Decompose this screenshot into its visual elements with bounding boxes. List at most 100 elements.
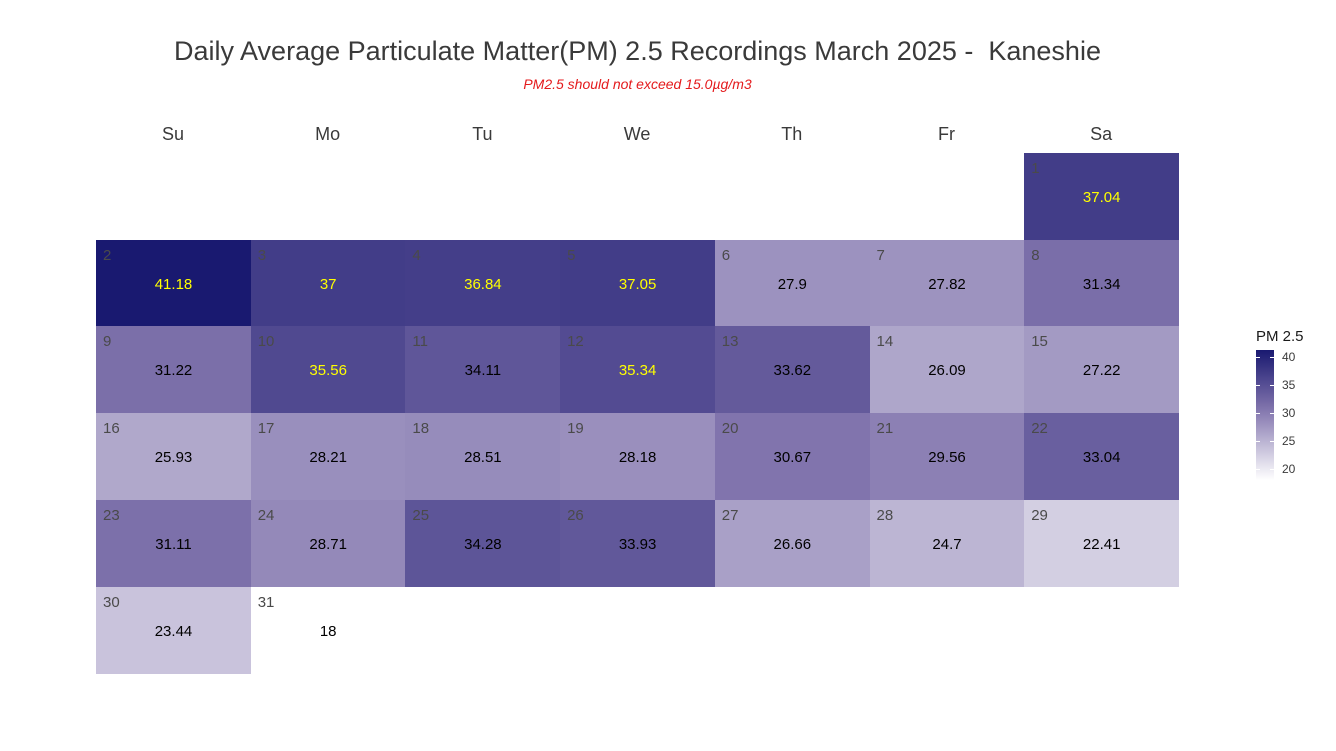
pm25-value-label: 18 — [319, 622, 337, 640]
calendar-day-cell: 1 37.04 — [1024, 153, 1180, 240]
pm25-value-label: 28.21 — [309, 449, 347, 467]
weekday-label: Tu — [472, 124, 493, 144]
day-number: 14 — [876, 333, 894, 351]
day-number: 10 — [257, 333, 275, 351]
day-number: 31 — [257, 593, 275, 611]
calendar-day-cell: 29 22.41 — [1024, 499, 1180, 587]
legend-tick-mark — [1256, 384, 1260, 386]
day-number: 25 — [412, 506, 430, 524]
pm25-value-label: 27.82 — [928, 275, 966, 293]
pm25-value-label: 25.93 — [154, 449, 193, 467]
calendar-day-cell: 5 37.05 — [560, 239, 716, 327]
legend-tick-label: 35 — [1282, 377, 1296, 392]
day-number: 20 — [721, 420, 739, 438]
day-number: 24 — [257, 506, 275, 524]
calendar-day-cell: 31 18 — [250, 586, 406, 674]
weekday-label: Mo — [315, 124, 341, 144]
day-number: 8 — [1031, 246, 1040, 264]
pm25-value-label: 31.22 — [154, 362, 193, 380]
weekday-label: Sa — [1090, 124, 1113, 144]
calendar-day-cell: 19 28.18 — [560, 413, 716, 501]
calendar-day-cell: 21 29.56 — [869, 413, 1025, 501]
calendar-day-cell: 12 35.34 — [560, 326, 716, 414]
pm25-value-label: 37.05 — [618, 275, 657, 293]
day-number: 27 — [721, 506, 739, 524]
day-number: 18 — [412, 420, 430, 438]
calendar-day-cell: 25 34.28 — [405, 499, 561, 587]
calendar-day-cell: 30 23.44 — [96, 586, 251, 674]
pm25-value-label: 24.7 — [932, 535, 962, 553]
day-number: 28 — [876, 506, 894, 524]
day-number: 26 — [567, 506, 584, 524]
pm25-value-label: 36.84 — [464, 275, 502, 293]
pm25-value-label: 28.18 — [618, 449, 657, 467]
day-number: 1 — [1031, 160, 1040, 177]
calendar-day-cell: 11 34.11 — [405, 326, 561, 414]
day-number: 6 — [721, 246, 731, 264]
calendar-day-cell: 9 31.22 — [96, 326, 251, 414]
day-number: 16 — [103, 420, 120, 438]
day-number: 9 — [103, 333, 112, 351]
legend-tick-mark — [1256, 412, 1260, 414]
day-number: 19 — [567, 420, 584, 438]
weekday-label: Th — [781, 124, 803, 144]
day-number: 15 — [1031, 333, 1048, 351]
day-number: 21 — [876, 420, 894, 438]
legend-tick-mark — [1270, 440, 1274, 442]
calendar-day-cell: 26 33.93 — [560, 499, 716, 587]
day-number: 29 — [1031, 506, 1048, 524]
pm25-value-label: 33.62 — [773, 362, 812, 380]
day-number: 3 — [257, 246, 267, 264]
pm25-value-label: 37 — [319, 275, 337, 293]
calendar-day-cell: 20 30.67 — [714, 413, 870, 501]
legend-tick-label: 30 — [1282, 405, 1296, 420]
pm25-value-label: 26.66 — [773, 535, 812, 553]
pm25-value-label: 35.34 — [618, 362, 657, 380]
day-number: 11 — [412, 333, 428, 351]
day-number: 13 — [721, 333, 739, 351]
calendar-day-cell: 8 31.34 — [1024, 239, 1180, 327]
day-number: 23 — [103, 506, 120, 524]
weekday-label: Fr — [938, 124, 955, 144]
legend-tick-mark — [1256, 356, 1260, 358]
pm25-value-label: 34.11 — [464, 362, 502, 380]
day-number: 5 — [567, 246, 576, 264]
pm25-value-label: 27.9 — [777, 275, 807, 293]
calendar-day-cell: 28 24.7 — [869, 499, 1025, 587]
day-number: 22 — [1031, 420, 1048, 438]
chart-title: Daily Average Particulate Matter(PM) 2.5… — [174, 36, 1101, 66]
pm25-value-label: 35.56 — [309, 362, 347, 380]
pm25-value-label: 30.67 — [773, 449, 812, 467]
legend-tick-label: 40 — [1282, 349, 1296, 364]
pm25-value-label: 31.11 — [155, 535, 192, 553]
calendar-day-cell: 3 37 — [250, 239, 406, 327]
calendar-day-cell: 15 27.22 — [1024, 326, 1180, 414]
weekday-label: Su — [161, 124, 185, 144]
calendar-day-cell: 22 33.04 — [1024, 413, 1180, 501]
legend-tick-mark — [1270, 468, 1274, 470]
pm25-value-label: 22.41 — [1082, 535, 1121, 553]
legend-tick-mark — [1270, 356, 1274, 358]
day-number: 17 — [257, 420, 275, 438]
weekday-label: We — [623, 124, 651, 144]
day-number: 30 — [103, 593, 120, 611]
pm25-value-label: 28.71 — [309, 535, 347, 553]
day-number: 2 — [103, 246, 112, 264]
pm25-value-label: 28.51 — [464, 449, 502, 467]
pm25-value-label: 33.04 — [1082, 449, 1121, 467]
calendar-day-cell: 4 36.84 — [405, 239, 561, 327]
pm25-value-label: 29.56 — [928, 449, 966, 467]
day-number: 7 — [876, 246, 885, 264]
day-number: 12 — [567, 333, 584, 351]
calendar-day-cell: 7 27.82 — [869, 239, 1025, 327]
calendar-day-cell: 24 28.71 — [250, 499, 406, 587]
calendar-day-cell: 17 28.21 — [250, 413, 406, 501]
pm25-value-label: 23.44 — [154, 622, 193, 640]
pm25-value-label: 26.09 — [928, 362, 966, 380]
pm25-value-label: 34.28 — [464, 535, 502, 553]
calendar-day-cell: 27 26.66 — [714, 499, 870, 587]
calendar-day-cell: 23 31.11 — [96, 499, 251, 587]
legend-tick-mark — [1256, 468, 1260, 470]
pm25-value-label: 31.34 — [1082, 275, 1121, 293]
